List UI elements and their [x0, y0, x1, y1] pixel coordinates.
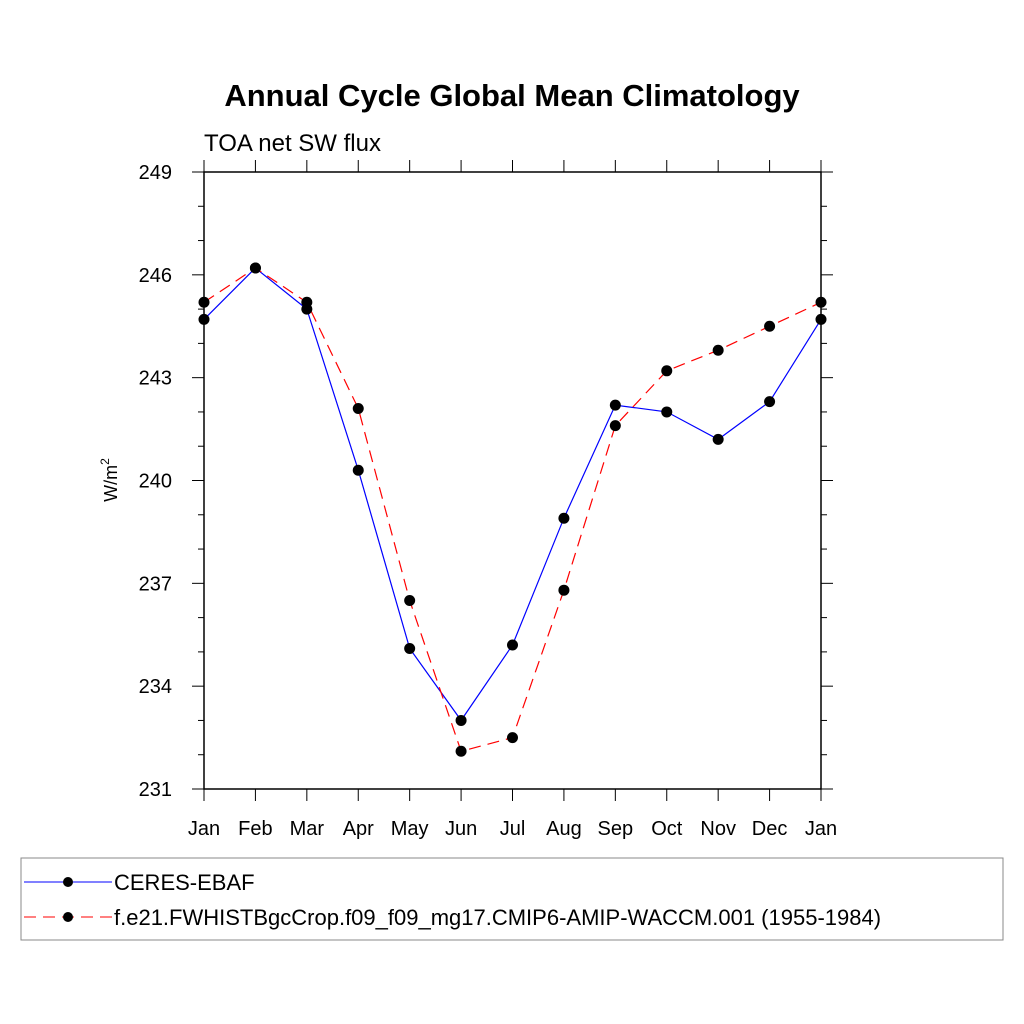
x-tick-label: May — [391, 818, 429, 840]
series-0-point — [815, 313, 827, 325]
x-tick-label: Jan — [188, 818, 220, 840]
series-1-point — [609, 420, 621, 432]
x-tick-label: Feb — [238, 818, 272, 840]
x-tick-label: Aug — [546, 818, 582, 840]
y-tick-label: 234 — [139, 676, 172, 698]
series-line-0 — [203, 267, 822, 722]
legend-marker-model — [63, 912, 73, 922]
series-0-point — [404, 642, 416, 654]
x-tick-label: Jul — [500, 818, 526, 840]
series-0-point — [661, 406, 673, 418]
y-axis-label-superscript: 2 — [98, 458, 112, 465]
series-0-point — [198, 313, 210, 325]
y-tick-label: 249 — [139, 162, 172, 184]
legend-label-ceres-ebaf: CERES-EBAF — [114, 870, 255, 895]
series-1-point — [507, 732, 518, 744]
series-1-point — [712, 344, 724, 356]
y-axis-label-text: W/m — [101, 465, 121, 502]
svg-text:W/m2: W/m2 — [98, 458, 121, 502]
y-tick-label: 243 — [139, 368, 172, 390]
series-0-point — [352, 464, 364, 476]
series-line-1 — [203, 267, 822, 753]
x-tick-label: Oct — [651, 818, 683, 840]
series-0-point — [609, 399, 621, 411]
legend-label-model: f.e21.FWHISTBgcCrop.f09_f09_mg17.CMIP6-A… — [114, 905, 881, 930]
series-1-point — [198, 296, 210, 308]
series-1-point — [661, 365, 673, 377]
series-1-point — [455, 745, 467, 757]
series-1-point — [815, 296, 827, 308]
y-tick-label: 240 — [139, 471, 172, 493]
series-0-point — [455, 714, 467, 726]
x-tick-label: Jun — [445, 818, 477, 840]
series-0-point — [712, 433, 724, 445]
legend-marker-ceres-ebaf — [63, 877, 73, 887]
x-tick-label: Nov — [700, 818, 736, 840]
series-1-point — [301, 296, 313, 308]
x-tick-label: Mar — [290, 818, 325, 840]
y-tick-label: 246 — [139, 265, 172, 287]
y-tick-label: 231 — [139, 779, 172, 801]
x-tick-label: Sep — [598, 818, 634, 840]
series-0-point — [764, 396, 776, 408]
x-tick-label: Apr — [343, 818, 374, 840]
y-axis-label: W/m2 — [98, 458, 121, 502]
series-0-point — [558, 512, 570, 524]
series-1-point — [352, 403, 364, 415]
chart-subtitle: TOA net SW flux — [204, 130, 381, 157]
series-1-point — [764, 320, 776, 332]
series-0-point — [507, 639, 518, 651]
x-tick-label: Jan — [805, 818, 837, 840]
x-tick-label: Dec — [752, 818, 788, 840]
series-1-point — [404, 594, 416, 606]
legend-box — [20, 857, 1004, 941]
series-1-point — [558, 584, 570, 596]
legend: CERES-EBAF f.e21.FWHISTBgcCrop.f09_f09_m… — [20, 857, 1004, 941]
plot-frame — [203, 171, 822, 790]
chart-title: Annual Cycle Global Mean Climatology — [224, 78, 800, 113]
y-tick-label: 237 — [139, 573, 172, 595]
series-1-point — [249, 262, 261, 274]
